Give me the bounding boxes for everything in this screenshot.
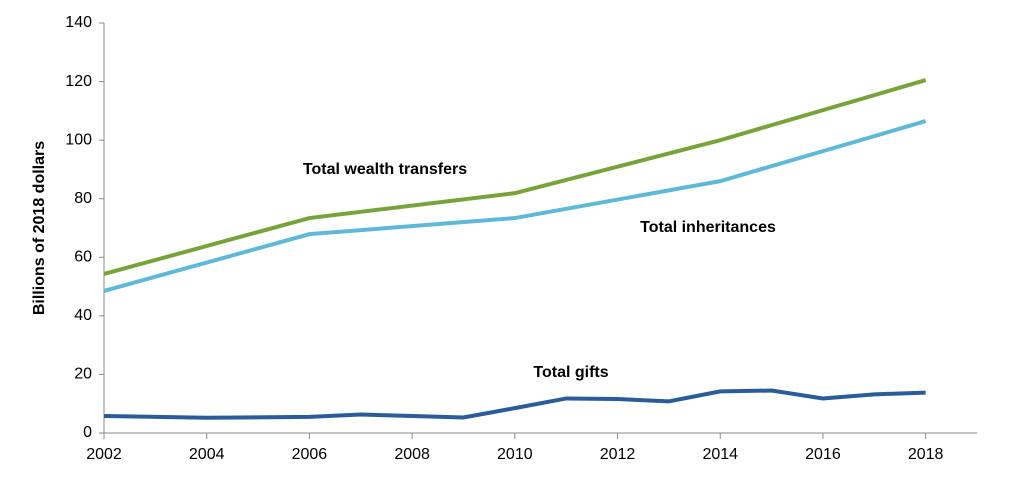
x-tick-label: 2016	[805, 446, 841, 463]
series-line	[103, 388, 926, 420]
y-axis-label: Billions of 2018 dollars	[31, 141, 48, 315]
series-label: Total gifts	[533, 364, 608, 381]
y-tick-label: 40	[74, 307, 92, 324]
x-tick-label: 2018	[908, 446, 944, 463]
y-tick-label: 80	[74, 190, 92, 207]
series-line	[103, 119, 927, 293]
y-tick-label: 140	[65, 14, 92, 31]
y-tick-label: 120	[65, 73, 92, 90]
y-tick-label: 60	[74, 249, 92, 266]
series-line	[103, 78, 927, 276]
x-tick-label: 2010	[497, 446, 533, 463]
x-tick-label: 2006	[292, 446, 328, 463]
x-tick-label: 2004	[189, 446, 225, 463]
y-tick-label: 0	[83, 424, 92, 441]
x-tick-label: 2002	[86, 446, 122, 463]
y-tick-label: 20	[74, 366, 92, 383]
x-tick-label: 2014	[702, 446, 738, 463]
y-tick-label: 100	[65, 131, 92, 148]
x-tick-label: 2012	[600, 446, 636, 463]
series-label: Total wealth transfers	[303, 161, 467, 178]
series-label: Total inheritances	[640, 219, 776, 236]
x-tick-label: 2008	[394, 446, 430, 463]
